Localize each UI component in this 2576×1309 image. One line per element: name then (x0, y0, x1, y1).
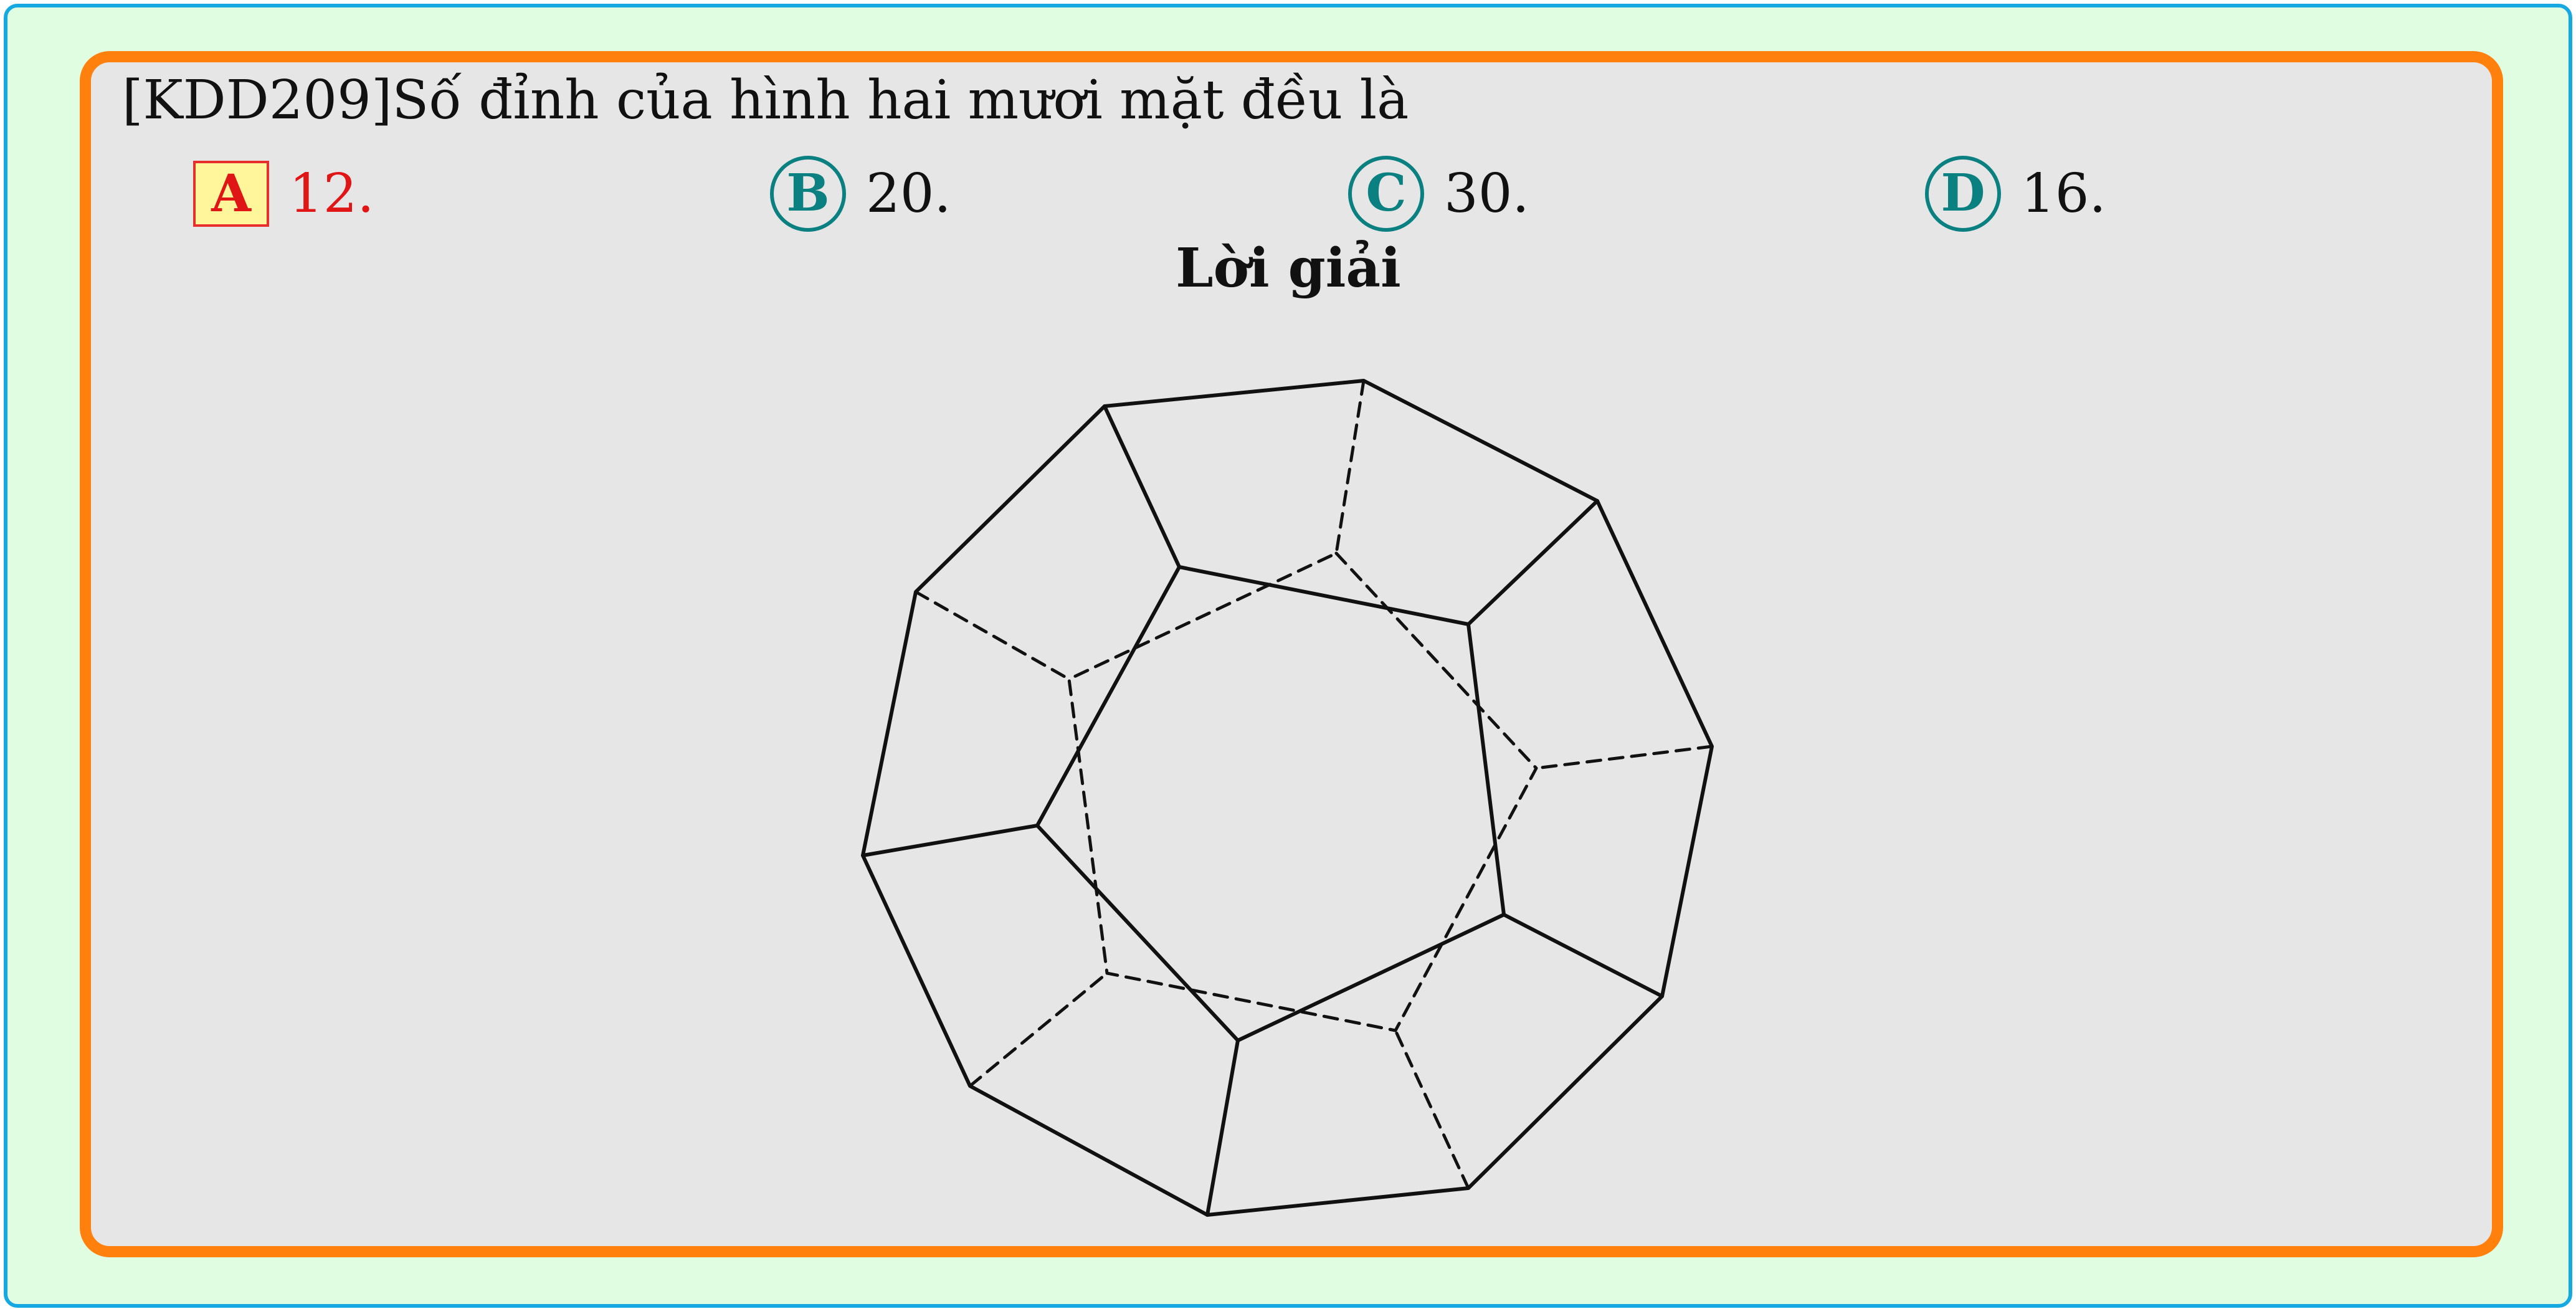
option-c-text: 30. (1444, 163, 1529, 225)
option-d-letter: D (1925, 156, 2001, 232)
question-box (80, 51, 2503, 1257)
option-c-letter: C (1348, 156, 1424, 232)
option-b-text: 20. (866, 163, 951, 225)
option-b-letter: B (770, 156, 846, 232)
option-a[interactable]: A 12. (193, 155, 374, 233)
front-edge-1 (1103, 404, 1181, 569)
option-a-letter: A (193, 161, 269, 227)
question-text: [KDD209]Số đỉnh của hình hai mươi mặt đề… (122, 69, 1409, 131)
option-c[interactable]: C 30. (1348, 155, 1529, 233)
hidden-edge-1 (1334, 379, 1366, 555)
front-edge-5 (861, 824, 1039, 857)
dodecahedron-figure (841, 361, 1738, 1234)
option-d-text: 16. (2021, 163, 2106, 225)
dodecahedron-svg (861, 379, 1714, 1217)
option-d[interactable]: D 16. (1925, 155, 2106, 233)
solution-title: Lời giải (1176, 237, 1401, 300)
front-edge-4 (1205, 1039, 1240, 1217)
hidden-edge-4 (968, 971, 1109, 1088)
front-edge-3 (1502, 913, 1664, 998)
front-pentagon (1035, 565, 1506, 1042)
outer-decagon (861, 379, 1714, 1217)
option-a-text: 12. (289, 163, 374, 225)
hidden-edge-3 (1394, 1029, 1470, 1190)
front-edge-2 (1466, 499, 1599, 626)
option-b[interactable]: B 20. (770, 155, 951, 233)
hidden-edge-2 (1534, 745, 1714, 770)
hidden-edge-5 (914, 590, 1071, 681)
